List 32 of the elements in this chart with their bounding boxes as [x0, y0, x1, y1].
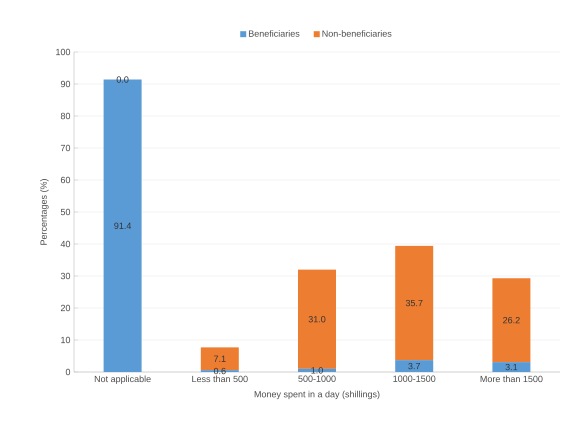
x-tick-label: Not applicable: [94, 376, 151, 384]
data-label: 3.7: [408, 362, 420, 370]
x-tick-label: 500-1000: [298, 376, 336, 382]
y-tick-label: 10: [61, 336, 70, 344]
y-tick-label: 70: [60, 144, 70, 152]
legend-label: Non-beneficiaries: [322, 30, 392, 37]
data-label: 7.1: [214, 356, 226, 362]
bar: [492, 362, 530, 372]
y-tick-label: 90: [60, 80, 70, 88]
bar: [492, 278, 530, 362]
y-tick-label: 60: [60, 176, 70, 184]
y-tick-label: 40: [60, 240, 70, 248]
bar: [395, 360, 434, 372]
x-axis-title: Money spent in a day (shillings): [254, 390, 380, 400]
y-tick-label: 50: [60, 208, 70, 216]
bar: [298, 270, 336, 369]
x-tick-label: More than 1500: [480, 376, 543, 382]
data-label: 3.1: [505, 364, 518, 370]
data-label: 31.0: [308, 316, 326, 322]
x-tick-label: Less than 500: [192, 376, 248, 382]
y-tick-label: 20: [60, 304, 70, 312]
data-label: 35.7: [406, 300, 423, 306]
y-tick-label: 30: [60, 272, 70, 280]
y-axis-title: Percentages (%): [40, 179, 49, 245]
data-label: 26.2: [503, 316, 520, 324]
y-tick-label: 100: [56, 48, 70, 56]
y-tick-label: 80: [60, 112, 70, 120]
data-label: 91.4: [114, 222, 132, 229]
x-tick-label: 1000-1500: [393, 376, 436, 382]
bar: [395, 246, 434, 360]
legend-label: Beneficiaries: [248, 30, 300, 37]
y-tick-label: 0: [66, 368, 70, 376]
